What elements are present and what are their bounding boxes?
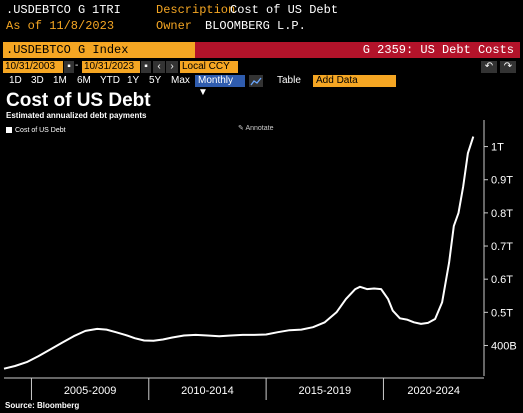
- owner-label: Owner: [156, 19, 193, 33]
- x-period-label-1: 2010-2014: [181, 385, 234, 397]
- currency-select[interactable]: Local CCY: [180, 61, 238, 73]
- chevron-left-icon[interactable]: ‹: [153, 61, 165, 73]
- frequency-select[interactable]: Monthly ▼: [195, 75, 245, 98]
- period-ytd[interactable]: YTD: [100, 75, 120, 86]
- y-tick-label-1: 0.5T: [491, 307, 513, 319]
- redo-icon[interactable]: ↷: [500, 61, 516, 73]
- x-period-label-2: 2015-2019: [298, 385, 351, 397]
- description-value: Cost of US Debt: [230, 3, 339, 17]
- legend-swatch: [6, 127, 12, 134]
- legend-label: Cost of US Debt: [15, 127, 66, 134]
- mnemonic: 1TRI: [92, 3, 121, 17]
- period-5y[interactable]: 5Y: [149, 75, 162, 86]
- y-tick-label-6: 1T: [491, 142, 504, 154]
- start-date-field[interactable]: 10/31/2003: [3, 61, 63, 73]
- date-separator: -: [75, 60, 79, 71]
- security-input[interactable]: .USDEBTCO G Index: [3, 42, 195, 58]
- y-tick-label-2: 0.6T: [491, 274, 513, 286]
- period-6m[interactable]: 6M: [77, 75, 91, 86]
- period-3d[interactable]: 3D: [31, 75, 44, 86]
- command-bar: .USDEBTCO G Index G 2359: US Debt Costs: [3, 42, 520, 58]
- calendar-icon[interactable]: ▪: [141, 61, 151, 73]
- calendar-icon[interactable]: ▪: [64, 61, 74, 73]
- x-period-label-3: 2020-2024: [407, 385, 460, 397]
- chart-subtitle: Estimated annualized debt payments: [6, 111, 147, 120]
- period-1m[interactable]: 1M: [53, 75, 67, 86]
- chart-title: Cost of US Debt: [6, 90, 151, 111]
- y-tick-label-0: 400B: [491, 340, 517, 352]
- undo-icon[interactable]: ↶: [481, 61, 497, 73]
- period-1d[interactable]: 1D: [9, 75, 22, 86]
- legend[interactable]: Cost of US Debt: [6, 127, 66, 134]
- function-title: G 2359: US Debt Costs: [362, 43, 514, 57]
- source-note: Source: Bloomberg: [5, 401, 80, 410]
- table-button[interactable]: Table: [277, 75, 301, 86]
- period-max[interactable]: Max: [171, 75, 190, 86]
- line-chart-icon[interactable]: [249, 75, 263, 87]
- y-tick-label-3: 0.7T: [491, 241, 513, 253]
- owner-value: BLOOMBERG L.P.: [205, 19, 306, 33]
- description-label: Description: [156, 3, 236, 17]
- period-1y[interactable]: 1Y: [127, 75, 140, 86]
- x-period-label-0: 2005-2009: [64, 385, 117, 397]
- y-tick-label-4: 0.8T: [491, 208, 513, 220]
- ticker: .USDEBTCO G: [6, 3, 86, 17]
- y-tick-label-5: 0.9T: [491, 175, 513, 187]
- chevron-right-icon[interactable]: ›: [166, 61, 178, 73]
- annotate-button[interactable]: ✎ Annotate: [238, 125, 274, 132]
- as-of-date: As of 11/8/2023: [6, 19, 115, 33]
- annotate-label: Annotate: [245, 125, 274, 132]
- end-date-field[interactable]: 10/31/2023: [82, 61, 140, 73]
- series-line-0: [3, 136, 475, 370]
- add-data-input[interactable]: Add Data: [313, 75, 396, 87]
